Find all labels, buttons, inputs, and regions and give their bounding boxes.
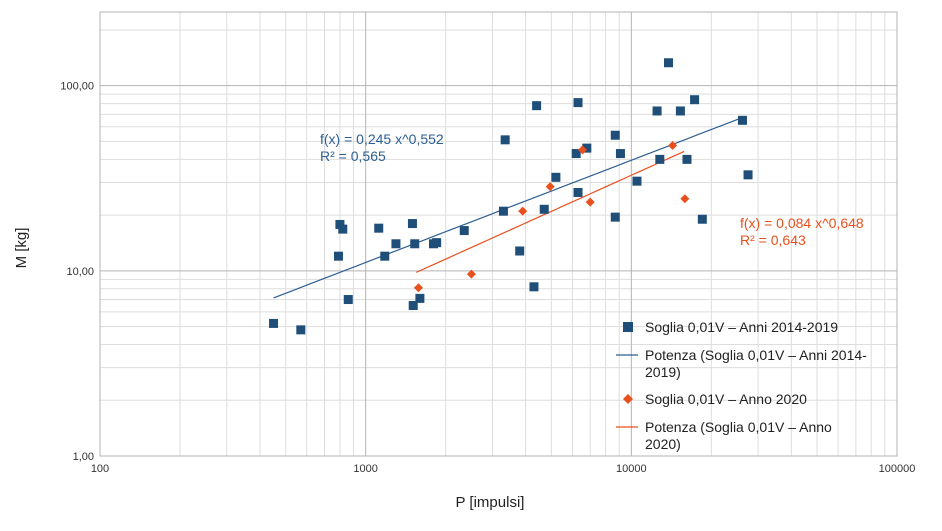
y-axis-ticks: 1,00 10,00 100,00 [60, 81, 94, 463]
data-point-square [415, 293, 425, 303]
data-point-square [269, 318, 279, 328]
trendlines [273, 116, 744, 299]
data-point-square [498, 206, 508, 216]
x-tick-label: 1000 [353, 463, 377, 475]
y-tick-label: 100,00 [60, 81, 94, 93]
data-point-square [551, 172, 561, 182]
y-tick-label: 1,00 [73, 451, 94, 463]
data-point-square [343, 295, 353, 305]
data-point-square [391, 239, 401, 249]
legend-diamond-icon [623, 394, 633, 404]
legend-label: Soglia 0,01V – Anno 2020 [645, 391, 807, 407]
data-point-square [675, 106, 685, 116]
r-squared-line: R² = 0,565 [320, 148, 386, 164]
equation-line: f(x) = 0,084 x^0,648 [740, 215, 864, 231]
data-point-diamond [680, 194, 690, 204]
data-point-diamond [585, 197, 595, 207]
legend-label: Potenza (Soglia 0,01V – Anni 2014- [645, 347, 867, 363]
trendline-2014-2019 [273, 116, 744, 299]
data-point-diamond [668, 141, 678, 151]
chart-legend: Soglia 0,01V – Anni 2014-2019 Potenza (So… [616, 319, 867, 452]
data-point-square [571, 149, 581, 159]
data-point-square [743, 170, 753, 180]
equation-line: f(x) = 0,245 x^0,552 [320, 131, 444, 147]
data-point-square [335, 219, 345, 229]
legend-label: Potenza (Soglia 0,01V – Anno [645, 419, 832, 435]
data-point-square [532, 101, 542, 111]
trendline-equation-2020: f(x) = 0,084 x^0,648 R² = 0,643 [740, 215, 864, 248]
data-point-square [410, 239, 420, 249]
data-point-square [459, 226, 469, 236]
data-point-square [573, 98, 583, 108]
data-point-square [697, 214, 707, 224]
trendline-equation-2014-2019: f(x) = 0,245 x^0,552 R² = 0,565 [320, 131, 444, 164]
data-point-square [333, 251, 343, 261]
data-point-square [374, 223, 384, 233]
x-tick-label: 100 [91, 463, 109, 475]
data-point-diamond [413, 283, 423, 293]
legend-label: 2020) [645, 436, 681, 452]
data-point-square [582, 143, 592, 153]
data-point-diamond [578, 145, 588, 155]
data-point-square [632, 176, 642, 186]
data-point-square [737, 115, 747, 125]
data-point-square [515, 246, 525, 256]
data-point-square [655, 154, 665, 164]
data-point-square [500, 135, 510, 145]
data-point-square [529, 282, 539, 292]
x-tick-label: 100000 [879, 463, 916, 475]
data-point-square [338, 224, 348, 234]
data-point-square [296, 325, 306, 335]
y-tick-label: 10,00 [66, 266, 94, 278]
data-point-diamond [518, 206, 528, 216]
legend-label: Soglia 0,01V – Anni 2014-2019 [645, 319, 838, 335]
data-point-square [539, 204, 549, 214]
data-point-square [615, 149, 625, 159]
data-point-square [610, 130, 620, 140]
data-point-square [380, 251, 390, 261]
data-points [269, 58, 753, 335]
data-point-square [573, 187, 583, 197]
x-tick-label: 10000 [616, 463, 647, 475]
data-point-square [652, 106, 662, 116]
plot-area-frame [99, 11, 898, 457]
data-point-square [690, 95, 700, 105]
data-point-diamond [545, 182, 555, 192]
legend-label: 2019) [645, 364, 681, 380]
data-point-square [610, 212, 620, 222]
data-point-square [407, 219, 417, 229]
x-axis-ticks: 100 1000 10000 100000 [91, 463, 916, 475]
trendline-2020 [415, 150, 685, 273]
r-squared-line: R² = 0,643 [740, 232, 806, 248]
data-point-square [682, 154, 692, 164]
data-point-square [663, 58, 673, 68]
y-axis-title: M [kg] [13, 228, 30, 269]
data-point-square [432, 238, 442, 248]
data-point-diamond [466, 269, 476, 279]
data-point-square [408, 300, 418, 310]
x-axis-title: P [impulsi] [456, 494, 525, 511]
legend-square-icon [623, 322, 633, 332]
